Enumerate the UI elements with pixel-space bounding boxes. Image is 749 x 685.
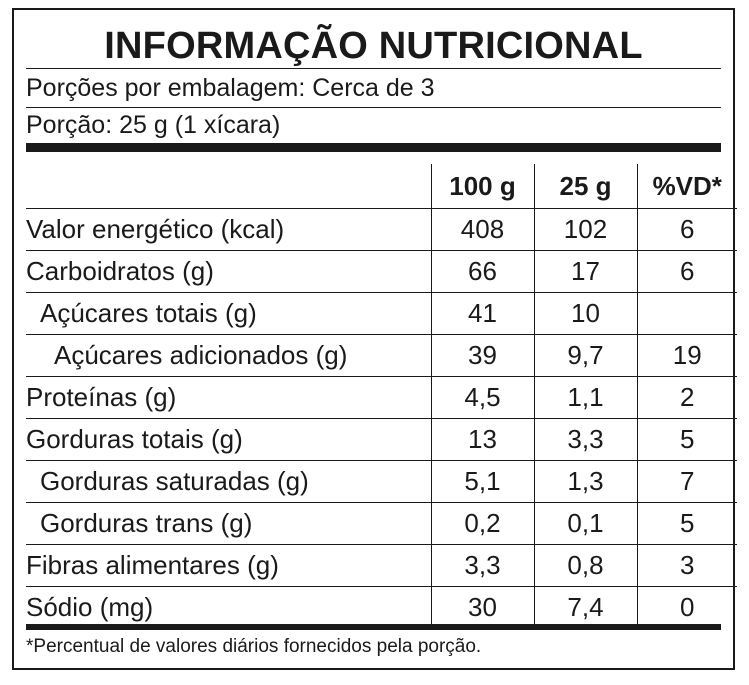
table-row: Sódio (mg) 30 7,4 0 [26,586,737,628]
value-per-100g: 3,3 [430,544,534,587]
table-row: Valor energético (kcal) 408 102 6 [26,208,737,251]
value-daily-percent [636,292,737,335]
value-daily-percent: 2 [636,376,737,419]
table-row: Gorduras trans (g) 0,2 0,1 5 [26,502,737,545]
value-per-100g: 0,2 [430,502,534,545]
header-blank [26,164,431,209]
header-per-serving: 25 g [533,164,637,209]
footer-thick-divider [26,624,721,630]
nutrition-table: 100 g 25 g %VD* Valor energético (kcal) … [26,164,737,628]
value-per-serving: 1,1 [533,376,637,419]
table-header-row: 100 g 25 g %VD* [26,164,737,209]
value-daily-percent: 19 [636,334,737,377]
value-daily-percent: 0 [636,586,737,628]
servings-divider [26,107,721,108]
nutrient-name: Açúcares totais (g) [26,292,431,335]
header-thick-divider [26,143,721,152]
value-per-serving: 7,4 [533,586,637,628]
table-row: Açúcares totais (g) 41 10 [26,292,737,335]
value-per-100g: 30 [430,586,534,628]
value-daily-percent: 5 [636,418,737,461]
value-per-100g: 41 [430,292,534,335]
value-per-serving: 9,7 [533,334,637,377]
value-per-serving: 10 [533,292,637,335]
nutrient-name: Gorduras trans (g) [26,502,431,545]
value-daily-percent: 5 [636,502,737,545]
table-row: Fibras alimentares (g) 3,3 0,8 3 [26,544,737,587]
serving-size: Porção: 25 g (1 xícara) [26,111,281,139]
nutrient-name: Gorduras totais (g) [26,418,431,461]
nutrition-facts-label: INFORMAÇÃO NUTRICIONAL Porções por embal… [12,8,737,670]
value-per-100g: 13 [430,418,534,461]
nutrient-name: Carboidratos (g) [26,250,431,293]
nutrient-name: Fibras alimentares (g) [26,544,431,587]
label-title: INFORMAÇÃO NUTRICIONAL [104,25,643,67]
nutrient-name: Açúcares adicionados (g) [26,334,431,377]
title-divider [26,68,721,69]
table-row: Proteínas (g) 4,5 1,1 2 [26,376,737,419]
value-per-serving: 3,3 [533,418,637,461]
value-per-serving: 17 [533,250,637,293]
nutrient-name: Sódio (mg) [26,592,154,622]
value-per-100g: 5,1 [430,460,534,503]
nutrient-name: Gorduras saturadas (g) [26,460,431,503]
nutrient-name: Valor energético (kcal) [26,208,431,251]
value-per-100g: 66 [430,250,534,293]
value-daily-percent: 7 [636,460,737,503]
header-daily-value: %VD* [636,164,737,209]
table-row: Gorduras totais (g) 13 3,3 5 [26,418,737,461]
servings-per-package: Porções por embalagem: Cerca de 3 [26,74,435,102]
value-per-serving: 1,3 [533,460,637,503]
value-daily-percent: 6 [636,208,737,251]
value-daily-percent: 3 [636,544,737,587]
value-per-100g: 408 [430,208,534,251]
value-daily-percent: 6 [636,250,737,293]
table-row: Gorduras saturadas (g) 5,1 1,3 7 [26,460,737,503]
header-per-100g: 100 g [430,164,534,209]
footnote: *Percentual de valores diários fornecido… [26,636,482,657]
value-per-serving: 0,8 [533,544,637,587]
table-row: Carboidratos (g) 66 17 6 [26,250,737,293]
value-per-100g: 4,5 [430,376,534,419]
nutrient-name: Proteínas (g) [26,376,431,419]
table-row: Açúcares adicionados (g) 39 9,7 19 [26,334,737,377]
value-per-serving: 102 [533,208,637,251]
value-per-serving: 0,1 [533,502,637,545]
value-per-100g: 39 [430,334,534,377]
